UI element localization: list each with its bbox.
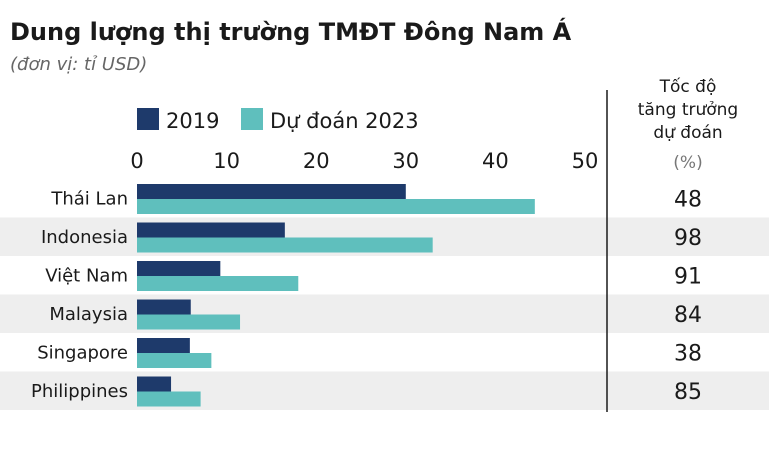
category-labels: Thái Lan Indonesia Việt Nam Malaysia Singapo… [31,188,128,402]
legend-swatch-2019 [137,108,159,130]
legend: 2019 Dự đoán 2023 [137,108,419,133]
x-tick-label: 30 [392,149,419,173]
growth-unit: (%) [673,153,702,173]
growth-value-thai-lan: 48 [674,187,702,212]
category-label-indonesia: Indonesia [41,227,128,248]
bar-indonesia-du-doan-2023 [137,237,433,253]
chart-subtitle: (đơn vị: tỉ USD) [10,54,147,75]
bar-thai-lan-2019 [137,184,406,199]
bar-malaysia-2019 [137,299,191,315]
row-stripe-malaysia [0,294,769,333]
growth-value-malaysia: 84 [674,303,702,328]
x-tick-label: 10 [213,149,240,173]
bar-malaysia-du-doan-2023 [137,314,241,330]
growth-header-line-2: tăng trưởng [638,100,738,120]
growth-values: 48 98 91 84 38 85 [674,187,702,405]
x-tick-label: 50 [572,149,599,173]
bar-philippines-2019 [137,376,172,392]
x-axis-ticks: 0 10 20 30 40 50 [130,149,598,173]
category-label-malaysia: Malaysia [49,304,128,325]
category-label-thai-lan: Thái Lan [50,188,128,209]
growth-value-indonesia: 98 [674,226,702,251]
bar-thai-lan-du-doan-2023 [137,199,535,214]
bar-indonesia-2019 [137,222,285,238]
x-tick-label: 40 [482,149,509,173]
growth-header-line-1: Tốc độ [659,76,717,97]
bar-viet-nam-2019 [137,261,221,276]
growth-header: Tốc độ tăng trưởng dự đoán (%) [638,76,738,173]
x-tick-label: 20 [303,149,330,173]
x-tick-label: 0 [130,149,143,173]
category-label-singapore: Singapore [37,342,128,363]
chart-title: Dung lượng thị trường TMĐT Đông Nam Á [10,17,572,46]
row-stripe-philippines [0,371,769,410]
legend-label-2019: 2019 [166,109,219,133]
bar-viet-nam-du-doan-2023 [137,276,299,291]
bar-singapore-2019 [137,338,190,353]
row-stripes [0,217,769,410]
growth-value-singapore: 38 [674,341,702,366]
bar-philippines-du-doan-2023 [137,391,201,407]
legend-label-forecast-2023: Dự đoán 2023 [270,109,419,133]
growth-value-viet-nam: 91 [674,264,702,289]
category-label-viet-nam: Việt Nam [45,265,128,286]
growth-value-philippines: 85 [674,380,702,405]
bars [137,184,535,407]
category-label-philippines: Philippines [31,381,128,402]
growth-header-line-3: dự đoán [653,123,722,143]
legend-swatch-forecast-2023 [241,108,263,130]
bar-singapore-du-doan-2023 [137,353,212,368]
